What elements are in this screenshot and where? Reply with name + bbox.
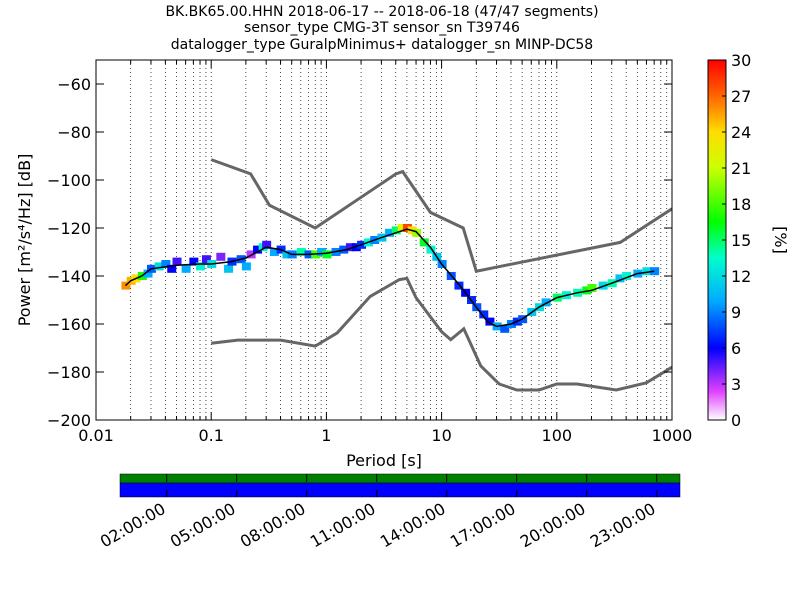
colorbar-tick-label: 15 [731,231,751,250]
y-tick-label: −140 [47,267,91,286]
colorbar-tick-label: 21 [731,159,751,178]
density-cell [189,257,199,266]
coverage-available-band [119,473,681,484]
density-cell [167,264,177,273]
colorbar-tick-label: 27 [731,87,751,106]
density-cell [201,255,211,264]
x-tick-label: 0.01 [78,426,114,445]
density-cell [154,262,164,271]
density-cell [262,240,272,249]
colorbar-tick-label: 3 [731,375,741,394]
colorbar-ticks: 0 3 6 9 12 15 18 21 24 27 30 [722,51,751,430]
x-tick-label: 100 [542,426,573,445]
density-cell [282,250,292,259]
density-cell [485,317,495,326]
time-tick-label: 11:00:00 [307,499,379,551]
colorbar-tick-label: 18 [731,195,751,214]
colorbar-tick-label: 12 [731,267,751,286]
x-axis-ticks: 0.01 0.1 1 10 100 1000 [78,60,692,445]
y-tick-label: −100 [47,171,91,190]
time-tick-label: 08:00:00 [237,499,309,551]
density-cell [587,284,597,292]
density-cell [479,310,489,319]
y-tick-label: −60 [57,75,91,94]
grid-lines [130,60,668,420]
density-cell [582,286,592,295]
coverage-used-band [119,482,681,498]
density-cell [269,248,279,256]
density-cell [181,264,191,273]
colorbar-label: [%] [771,226,790,254]
time-tick-label: 23:00:00 [587,499,659,551]
density-cell [426,245,436,254]
plot-frame [95,59,673,421]
x-tick-label: 1 [321,426,331,445]
x-axis-label: Period [s] [346,451,422,470]
noise-model-lines [210,158,672,392]
density-cell [391,226,401,235]
density-cell [143,269,153,278]
plot-area: 0.01 0.1 1 10 100 1000 −60 −80 −100 −120 −140 −160… [47,59,692,445]
time-coverage-bar: 02:00:0005:00:0008:00:0011:00:0014:00:00… [97,473,681,551]
colorbar-tick-label: 24 [731,123,751,142]
chart-title-line-1: BK.BK65.00.HHN 2018-06-17 -- 2018-06-18 … [165,4,598,20]
colorbar-tick-label: 6 [731,339,741,358]
y-tick-label: −120 [47,219,91,238]
time-tick-label: 20:00:00 [517,499,589,551]
density-cell [224,264,234,273]
density-cell [161,260,171,268]
time-tick-label: 05:00:00 [167,499,239,551]
median-curve [124,228,655,328]
density-cell [642,267,652,276]
y-axis-label: Power [m²/s⁴/Hz] [dB] [15,154,34,327]
time-tick-label: 02:00:00 [97,499,169,551]
time-tick-label: 14:00:00 [377,499,449,551]
colorbar-tick-label: 0 [731,411,741,430]
chart-title-line-2: sensor_type CMG-3T sensor_sn T39746 [244,20,520,36]
time-tick-label: 17:00:00 [447,499,519,551]
density-cell [351,243,361,252]
density-cell [253,245,263,254]
density-cell [419,238,429,247]
y-tick-label: −200 [47,411,91,430]
y-tick-label: −180 [47,363,91,382]
density-cell [402,224,412,232]
density-cell [241,262,251,271]
density-cell [296,248,306,256]
density-cell [650,267,660,276]
density-cell [216,252,226,261]
colorbar: 0 3 6 9 12 15 18 21 24 27 30 [%] [707,51,790,430]
density-cell [345,243,355,252]
colorbar-tick-label: 9 [731,303,741,322]
median-curve-layer [124,228,655,328]
density-cell [397,224,407,232]
chart-title-line-3: datalogger_type GuralpMinimus+ datalogge… [171,37,593,53]
density-cell [196,262,206,271]
density-cell [317,248,327,256]
colorbar-tick-label: 30 [731,51,751,70]
x-tick-label: 10 [431,426,451,445]
y-axis-ticks: −60 −80 −100 −120 −140 −160 −180 −200 [47,75,672,430]
noise-model-line [211,276,672,392]
y-tick-label: −80 [57,123,91,142]
density-cell [172,257,182,266]
density-cell [500,324,510,333]
density-cell [615,274,625,283]
x-tick-label: 0.1 [198,426,223,445]
y-tick-label: −160 [47,315,91,334]
density-cell [622,272,632,280]
density-cell [322,250,332,259]
density-cell [385,228,395,237]
noise-model-line [210,158,672,273]
x-tick-label: 1000 [652,426,693,445]
density-cell [541,298,551,307]
